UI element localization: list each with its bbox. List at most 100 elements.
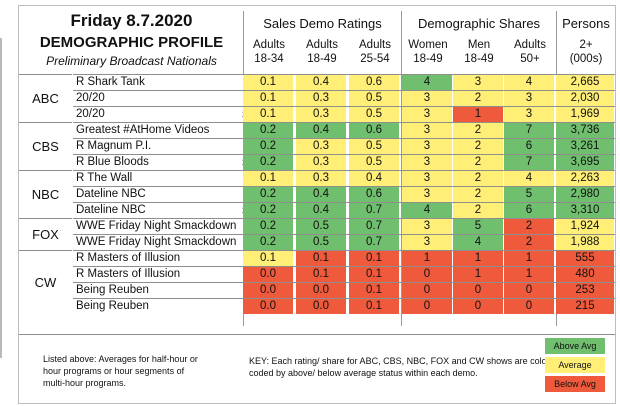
rating-cell: 0.6 [349, 123, 399, 138]
rating-cell: 0.4 [296, 187, 346, 202]
averages-note: Listed above: Averages for half-hour or … [43, 354, 198, 388]
table-row: WWE Friday Night Smackdown8-9 pm0.20.50.… [73, 218, 615, 234]
col-adults-18-49: Adults 18-49 [306, 39, 338, 65]
rating-cell: 3 [402, 235, 452, 250]
rating-cell: 0.2 [243, 139, 293, 154]
rating-cell: 2 [453, 171, 503, 186]
rating-cell: 0.7 [349, 235, 399, 250]
rating-cell: 1 [453, 267, 503, 282]
rating-cell: 0.5 [349, 91, 399, 106]
rating-cell: 2,665 [556, 75, 614, 90]
rating-cell: 3 [402, 139, 452, 154]
rating-cell: 0.2 [243, 123, 293, 138]
rating-cell: 5 [453, 219, 503, 234]
legend-below-avg: Below Avg [545, 376, 605, 392]
rating-cell: 3,736 [556, 123, 614, 138]
rating-cell: 4 [453, 235, 503, 250]
rating-cell: 4 [402, 203, 452, 218]
rating-cell: 2 [504, 235, 554, 250]
show-title: R Masters of Illusion [73, 251, 236, 266]
group-demo-shares: Demographic Shares [417, 16, 541, 31]
rating-cell: 0.1 [243, 107, 293, 122]
legend-average: Average [545, 357, 605, 373]
rating-cell: 0.3 [296, 107, 346, 122]
rating-cell: 7 [504, 123, 554, 138]
table-row: R Masters of Illusion8-8:300.10.10.11115… [73, 250, 615, 266]
rating-cell: 6 [504, 203, 554, 218]
rating-cell: 0 [453, 299, 503, 314]
col-adults-25-54: Adults 25-54 [359, 39, 391, 65]
show-title: Being Reuben [73, 299, 236, 314]
rating-cell: 0.1 [349, 283, 399, 298]
table-row: R Masters of Illusion8:30-90.00.10.10114… [73, 266, 615, 282]
show-title: Being Reuben [73, 283, 236, 298]
rating-cell: 3 [402, 187, 452, 202]
rating-cell: 0.5 [296, 219, 346, 234]
rating-cell: 0.2 [243, 187, 293, 202]
group-sales-demo: Sales Demo Ratings [263, 16, 382, 31]
rating-cell: 2 [453, 139, 503, 154]
table-footer: Listed above: Averages for half-hour or … [19, 334, 615, 404]
rating-cell: 1 [453, 251, 503, 266]
rating-cell: 5 [504, 187, 554, 202]
rating-cell: 1 [504, 251, 554, 266]
show-title: Dateline NBC [73, 187, 236, 202]
rating-cell: 1 [504, 267, 554, 282]
network-label: ABC [19, 74, 72, 123]
col-persons-2plus: 2+ (000s) [569, 39, 603, 65]
rating-cell: 0.6 [349, 75, 399, 90]
rating-cell: 2,263 [556, 171, 614, 186]
show-title: Dateline NBC [73, 203, 236, 218]
table-header: Friday 8.7.2020 DEMOGRAPHIC PROFILE Prel… [19, 6, 615, 74]
color-legend: Above Avg Average Below Avg [545, 338, 605, 395]
network-label: FOX [19, 218, 72, 251]
page-subtitle: DEMOGRAPHIC PROFILE [39, 34, 224, 51]
rating-cell: 4 [402, 75, 452, 90]
show-title: R The Wall [73, 171, 236, 186]
rating-cell: 3 [453, 75, 503, 90]
rating-cell: 3 [402, 171, 452, 186]
show-title: R Masters of Illusion [73, 267, 236, 282]
rating-cell: 0.5 [349, 139, 399, 154]
rating-cell: 0.2 [243, 235, 293, 250]
rating-cell: 0.7 [349, 219, 399, 234]
col-adults-50plus: Adults 50+ [514, 39, 546, 65]
col-women-18-49: Women 18-49 [408, 39, 448, 65]
rating-cell: 0 [402, 267, 452, 282]
rating-cell: 0.1 [296, 251, 346, 266]
show-title: 20/20 [73, 107, 236, 122]
col-adults-18-34: Adults 18-34 [253, 39, 285, 65]
rating-cell: 0.0 [296, 299, 346, 314]
rating-cell: 0.5 [296, 235, 346, 250]
show-title: Greatest #AtHome Videos [73, 123, 236, 138]
rating-cell: 3 [402, 219, 452, 234]
ratings-table: Friday 8.7.2020 DEMOGRAPHIC PROFILE Prel… [18, 5, 616, 404]
network-label: NBC [19, 170, 72, 219]
rating-cell: 0.0 [243, 299, 293, 314]
rating-cell: 3 [504, 91, 554, 106]
rating-cell: 1,969 [556, 107, 614, 122]
rating-cell: 1,924 [556, 219, 614, 234]
rating-cell: 0.2 [243, 203, 293, 218]
rating-cell: 0.7 [349, 203, 399, 218]
rating-cell: 3 [402, 155, 452, 170]
left-edge [0, 38, 2, 358]
show-title: 20/20 [73, 91, 236, 106]
rating-cell: 0.2 [243, 155, 293, 170]
rating-cell: 2 [453, 123, 503, 138]
rating-cell: 0.1 [243, 75, 293, 90]
rating-cell: 215 [556, 299, 614, 314]
rating-cell: 1,988 [556, 235, 614, 250]
rating-cell: 3 [402, 107, 452, 122]
rating-cell: 0.1 [349, 267, 399, 282]
show-title: R Magnum P.I. [73, 139, 236, 154]
table-row: Greatest #AtHome Videos8-9 pm0.20.40.632… [73, 122, 615, 138]
legend-above-avg: Above Avg [545, 338, 605, 354]
